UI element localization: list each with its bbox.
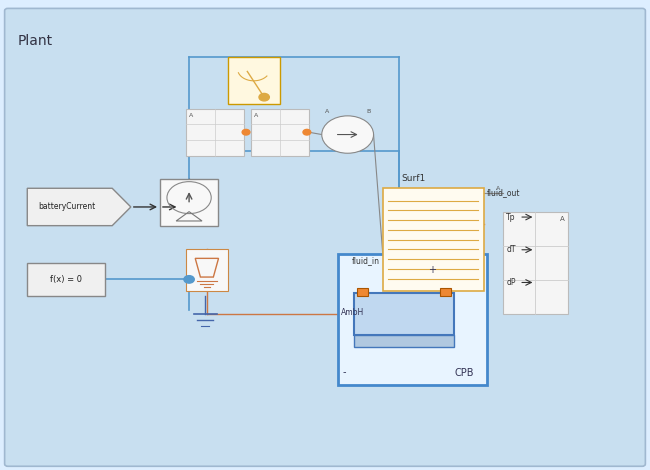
Text: f(x) = 0: f(x) = 0 bbox=[50, 275, 82, 284]
Bar bbox=[358, 288, 369, 296]
Text: A: A bbox=[254, 113, 258, 118]
Text: dT: dT bbox=[506, 245, 516, 254]
Bar bbox=[27, 263, 105, 296]
Text: A: A bbox=[189, 113, 193, 118]
Bar bbox=[354, 336, 454, 347]
Bar bbox=[228, 57, 280, 104]
Text: +: + bbox=[428, 266, 436, 275]
Text: Surf1: Surf1 bbox=[402, 174, 426, 183]
Text: dP: dP bbox=[506, 278, 516, 287]
FancyBboxPatch shape bbox=[338, 254, 487, 384]
Text: Plant: Plant bbox=[18, 34, 53, 48]
Text: A: A bbox=[560, 216, 564, 222]
Text: CPB: CPB bbox=[454, 368, 474, 377]
Text: -: - bbox=[343, 368, 346, 377]
Text: B: B bbox=[366, 109, 370, 114]
FancyBboxPatch shape bbox=[5, 8, 645, 466]
Circle shape bbox=[184, 275, 194, 283]
Bar bbox=[186, 249, 228, 291]
Bar bbox=[384, 188, 484, 291]
Circle shape bbox=[303, 129, 311, 135]
Bar bbox=[160, 179, 218, 226]
Bar bbox=[440, 288, 451, 296]
Bar bbox=[503, 212, 567, 314]
Text: A: A bbox=[325, 109, 330, 114]
Text: fluid_out: fluid_out bbox=[487, 188, 520, 197]
Bar bbox=[354, 293, 454, 336]
Bar bbox=[250, 109, 309, 156]
Text: Tp: Tp bbox=[506, 212, 516, 221]
Text: fluid_in: fluid_in bbox=[352, 256, 380, 265]
Circle shape bbox=[259, 94, 269, 101]
Polygon shape bbox=[27, 188, 131, 226]
Text: batteryCurrent: batteryCurrent bbox=[38, 203, 96, 212]
Text: A: A bbox=[495, 186, 500, 191]
Text: AmbH: AmbH bbox=[341, 307, 365, 317]
Bar bbox=[186, 109, 244, 156]
Circle shape bbox=[322, 116, 374, 153]
Circle shape bbox=[242, 129, 250, 135]
